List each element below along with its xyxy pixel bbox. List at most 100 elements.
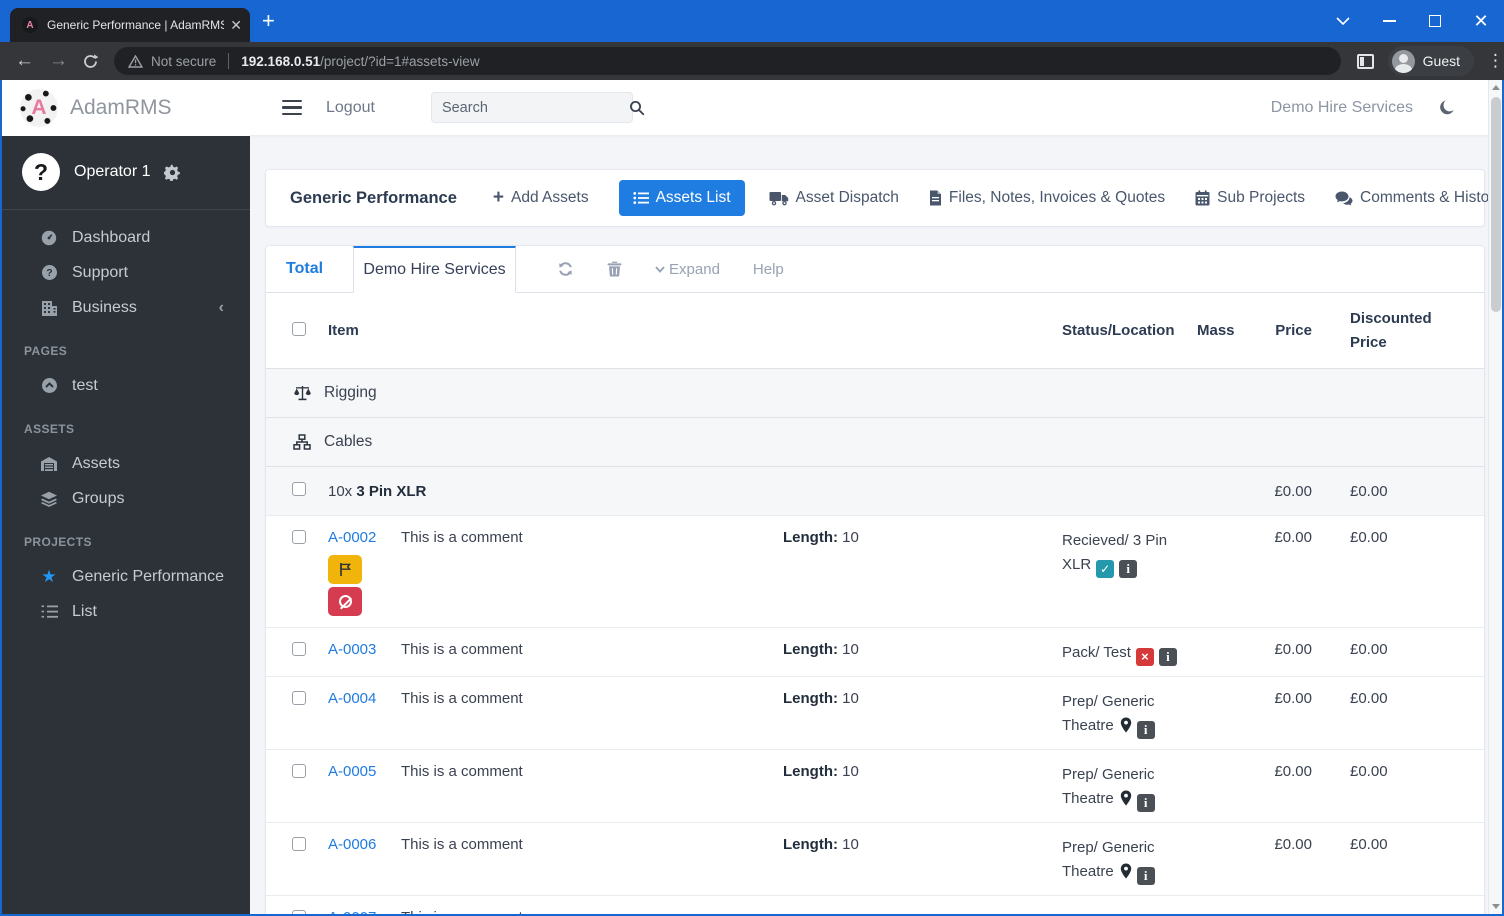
row-checkbox[interactable]	[292, 482, 306, 496]
status-text: Pack/ Test	[1062, 644, 1131, 661]
tab-comments-history[interactable]: Comments & History	[1335, 189, 1502, 207]
group-row-cables[interactable]: Cables	[266, 417, 1484, 466]
row-checkbox[interactable]	[292, 530, 306, 544]
price-value: £0.00	[1262, 763, 1320, 780]
flag-icon[interactable]	[328, 555, 362, 584]
tab-demo-hire-services[interactable]: Demo Hire Services	[353, 246, 516, 293]
map-marker-icon[interactable]	[1120, 863, 1132, 879]
window-menu-chevron-icon[interactable]	[1320, 0, 1366, 42]
length-value: 10	[842, 641, 859, 658]
price-value: £0.00	[1262, 836, 1320, 853]
window-maximize-button[interactable]	[1412, 0, 1458, 42]
table-row: A-0004 This is a comment Length: 10 Prep…	[266, 676, 1484, 749]
search-box[interactable]	[431, 92, 633, 123]
asset-qty: 10x	[328, 483, 352, 500]
column-header-status: Status/Location	[1062, 322, 1197, 339]
tab-add-assets[interactable]: + Add Assets	[493, 189, 589, 207]
asset-id-link[interactable]: A-0003	[328, 641, 376, 658]
sidebar-section-assets: ASSETS	[2, 422, 250, 446]
tab-sub-projects[interactable]: Sub Projects	[1195, 189, 1305, 207]
info-square-icon[interactable]: i	[1137, 794, 1155, 812]
row-checkbox[interactable]	[292, 837, 306, 851]
sidebar-item-test[interactable]: test	[2, 368, 250, 403]
row-checkbox[interactable]	[292, 764, 306, 778]
address-bar[interactable]: Not secure 192.168.0.51 /project/?id=1#a…	[114, 47, 1341, 75]
window-minimize-button[interactable]	[1366, 0, 1412, 42]
info-square-icon[interactable]: i	[1137, 721, 1155, 739]
list-ol-icon	[39, 604, 59, 619]
tab-close-icon[interactable]: ✕	[230, 17, 242, 34]
logout-link[interactable]: Logout	[326, 99, 375, 117]
scrollbar-down-arrow[interactable]	[1489, 899, 1502, 914]
asset-id-link[interactable]: A-0006	[328, 836, 376, 853]
asset-id-link[interactable]: A-0002	[328, 529, 376, 546]
assets-panel: Total Demo Hire Services	[265, 245, 1485, 914]
sidebar-item-label: List	[72, 603, 97, 621]
search-input[interactable]	[442, 100, 629, 116]
sidebar-item-generic-performance[interactable]: ★ Generic Performance	[2, 559, 250, 594]
sidebar-item-support[interactable]: ? Support	[2, 255, 250, 290]
back-button[interactable]: ←	[15, 50, 34, 72]
gear-icon[interactable]	[164, 164, 181, 181]
row-checkbox[interactable]	[292, 910, 306, 914]
asset-id-link[interactable]: A-0004	[328, 690, 376, 707]
dark-mode-moon-icon[interactable]	[1439, 99, 1456, 116]
sidebar-item-groups[interactable]: Groups	[2, 481, 250, 516]
search-icon[interactable]	[629, 100, 645, 116]
url-host: 192.168.0.51	[241, 54, 320, 69]
tab-files-notes[interactable]: Files, Notes, Invoices & Quotes	[929, 189, 1165, 207]
side-panel-icon[interactable]	[1357, 54, 1374, 69]
row-checkbox[interactable]	[292, 642, 306, 656]
length-value: 10	[842, 836, 859, 853]
truck-icon	[769, 191, 789, 206]
sidebar-item-list[interactable]: List	[2, 594, 250, 629]
expand-toggle[interactable]: Expand	[655, 261, 720, 278]
refresh-icon[interactable]	[557, 261, 574, 277]
map-marker-icon[interactable]	[1120, 717, 1132, 733]
group-row-rigging[interactable]: Rigging	[266, 368, 1484, 417]
brand-header[interactable]: A AdamRMS	[2, 80, 250, 136]
sidebar-item-label: test	[72, 377, 98, 395]
avatar	[1392, 50, 1415, 73]
info-square-icon[interactable]: i	[1119, 560, 1137, 578]
scrollbar-up-arrow[interactable]	[1489, 80, 1502, 95]
browser-menu-icon[interactable]: ⋮	[1487, 51, 1504, 71]
trash-icon[interactable]	[607, 261, 622, 277]
tab-assets-list[interactable]: Assets List	[619, 180, 745, 216]
profile-button[interactable]: Guest	[1388, 46, 1474, 76]
favicon: A	[22, 17, 38, 33]
info-square-icon[interactable]: i	[1137, 867, 1155, 885]
new-tab-button[interactable]: +	[262, 10, 275, 32]
ban-icon[interactable]	[328, 587, 362, 616]
column-header-mass: Mass	[1197, 322, 1262, 339]
tab-asset-dispatch[interactable]: Asset Dispatch	[769, 189, 899, 207]
info-square-icon[interactable]: i	[1159, 648, 1177, 666]
sidebar-user[interactable]: ? Operator 1	[2, 136, 250, 207]
tab-total[interactable]: Total	[266, 246, 344, 292]
window-close-button[interactable]: ✕	[1458, 0, 1504, 42]
browser-tab[interactable]: A Generic Performance | AdamRMS ✕	[10, 8, 250, 42]
help-link[interactable]: Help	[753, 261, 784, 278]
sidebar-item-dashboard[interactable]: Dashboard	[2, 220, 250, 255]
calendar-icon	[1195, 190, 1210, 206]
tab-title: Generic Performance | AdamRMS	[47, 18, 224, 32]
page-scrollbar[interactable]	[1488, 80, 1502, 914]
sidebar-item-assets[interactable]: Assets	[2, 446, 250, 481]
table-row: A-0002 This is a comment Length: 10 Reci…	[266, 515, 1484, 627]
scrollbar-thumb[interactable]	[1491, 97, 1501, 312]
x-square-icon[interactable]: ×	[1136, 648, 1154, 666]
check-square-icon[interactable]: ✓	[1096, 560, 1114, 578]
hamburger-menu-icon[interactable]	[282, 100, 302, 115]
map-marker-icon[interactable]	[1120, 790, 1132, 806]
forward-button[interactable]: →	[49, 50, 68, 72]
reload-button[interactable]	[82, 53, 99, 70]
sidebar-item-label: Support	[72, 264, 128, 282]
row-checkbox[interactable]	[292, 691, 306, 705]
asset-id-link[interactable]: A-0005	[328, 763, 376, 780]
sidebar-item-business[interactable]: Business ‹	[2, 290, 250, 325]
asset-id-link[interactable]: A-0007	[328, 909, 376, 914]
table-row-partial: A-0007 This is a comment	[266, 895, 1484, 914]
select-all-checkbox[interactable]	[292, 322, 306, 336]
adamrms-logo: A	[20, 89, 58, 127]
instance-label[interactable]: Demo Hire Services	[1271, 99, 1413, 117]
